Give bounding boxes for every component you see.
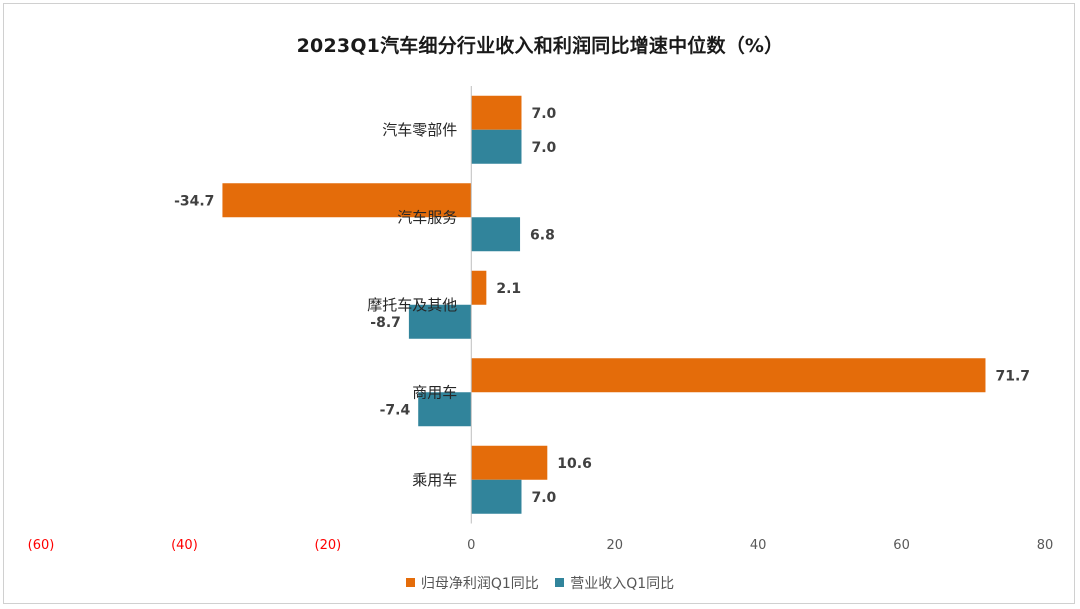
bar-revenue-4: [471, 479, 522, 514]
data-label-net-profit-4: 10.6: [557, 456, 592, 472]
data-label-revenue-2: -8.7: [370, 315, 401, 331]
category-label-1: 汽车服务: [397, 208, 457, 226]
chart-frame: 2023Q1汽车细分行业收入和利润同比增速中位数（%） 7.0 7.0 汽车零部件 -…: [3, 3, 1075, 604]
category-label-2: 摩托车及其他: [367, 296, 457, 314]
data-label-net-profit-2: 2.1: [496, 281, 521, 297]
bar-revenue-0: [471, 129, 522, 164]
bar-net-profit-3: [471, 358, 986, 393]
x-tick-label-3: 0: [467, 538, 475, 553]
legend-swatch-revenue: [555, 578, 565, 587]
x-tick-label-0: (60): [28, 538, 55, 553]
bar-net-profit-0: [471, 95, 522, 130]
x-tick-label-1: (40): [171, 538, 198, 553]
data-label-revenue-3: -7.4: [380, 402, 411, 418]
category-label-4: 乘用车: [412, 471, 457, 489]
x-tick-label-2: (20): [315, 538, 342, 553]
x-tick-label-5: 40: [750, 538, 767, 553]
x-tick-label-6: 60: [893, 538, 910, 553]
legend-item-net-profit: 归母净利润Q1同比: [405, 573, 539, 593]
bar-net-profit-4: [471, 445, 548, 480]
bar-revenue-2: [408, 304, 472, 339]
data-label-revenue-0: 7.0: [531, 140, 556, 156]
data-label-net-profit-3: 71.7: [995, 368, 1030, 384]
category-label-3: 商用车: [412, 383, 457, 401]
legend-item-revenue: 营业收入Q1同比: [555, 573, 674, 593]
category-label-0: 汽车零部件: [382, 121, 457, 139]
legend-label-net-profit: 归母净利润Q1同比: [420, 576, 539, 592]
chart-title: 2023Q1汽车细分行业收入和利润同比增速中位数（%）: [296, 35, 784, 57]
legend-swatch-net-profit: [405, 578, 415, 587]
data-label-net-profit-1: -34.7: [174, 193, 214, 209]
x-tick-label-4: 20: [606, 538, 623, 553]
bar-revenue-3: [418, 392, 472, 427]
bar-revenue-1: [471, 217, 521, 252]
data-label-revenue-4: 7.0: [531, 490, 556, 506]
x-tick-label-7: 80: [1037, 538, 1054, 553]
bar-net-profit-2: [471, 270, 487, 305]
data-label-revenue-1: 6.8: [530, 227, 555, 243]
legend-label-revenue: 营业收入Q1同比: [570, 576, 675, 592]
data-label-net-profit-0: 7.0: [531, 106, 556, 122]
bar-net-profit-1: [222, 183, 472, 218]
legend: 归母净利润Q1同比 营业收入Q1同比: [4, 573, 1076, 593]
